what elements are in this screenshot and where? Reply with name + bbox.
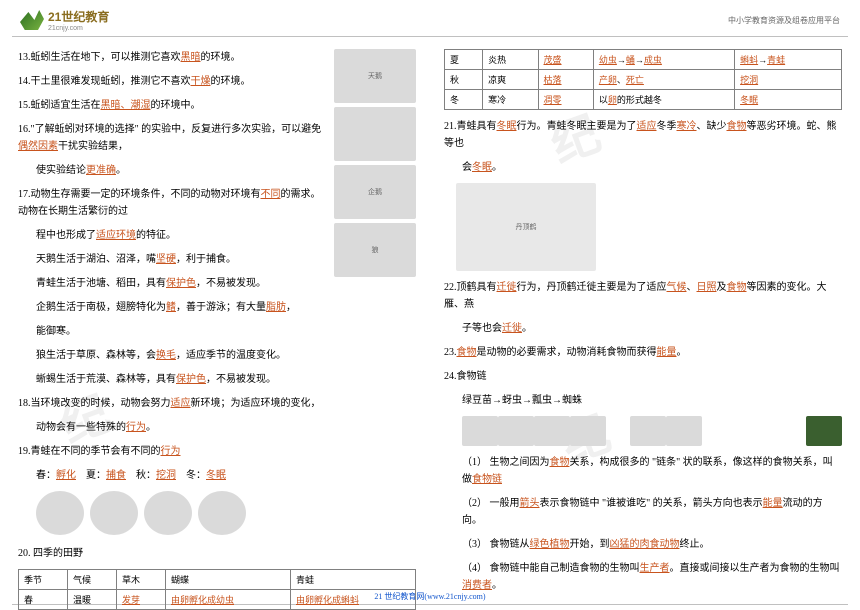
table-cell: 由卵孵化成幼虫 (166, 590, 291, 610)
animal-image-2: 企鹅 (334, 165, 416, 219)
text-line: 会冬眠。 (444, 159, 842, 176)
table-cell: 茂盛 (538, 50, 593, 70)
table-cell: 冬 (445, 90, 483, 110)
animal-image-0: 天鹅 (334, 49, 416, 103)
right-column: 夏炎热茂盛幼虫→蛹→成虫蝌蚪→青蛙秋凉爽枯落产卵、死亡挖洞冬寒冷凋零以卵的形式越… (430, 49, 842, 610)
chain-aphid-image (498, 416, 534, 446)
content-columns: 天鹅企鹅狼13.蚯蚓生活在地下，可以推测它喜欢黑暗的环境。14.干土里很难发现蚯… (0, 37, 860, 610)
frog-summer-image (90, 491, 138, 535)
table-row: 秋凉爽枯落产卵、死亡挖洞 (445, 70, 842, 90)
table-cell: 蝌蚪→青蛙 (735, 50, 842, 70)
text-line: 23.食物是动物的必要需求，动物消耗食物而获得能量。 (444, 344, 842, 361)
logo-url: 21cnjy.com (48, 25, 109, 32)
seasons-table-left: 季节气候草木蝴蝶青蛙 春温暖发芽由卵孵化成幼虫由卵孵化成蝌蚪 (18, 569, 416, 610)
logo-text: 21世纪教育 (48, 8, 109, 25)
table-cell: 夏 (445, 50, 483, 70)
frog-images-row (36, 491, 416, 535)
table-cell: 以卵的形式越冬 (593, 90, 734, 110)
food-chain-text: 绿豆苗→蚜虫→瓢虫→蜘蛛 (444, 392, 842, 409)
left-column: 天鹅企鹅狼13.蚯蚓生活在地下，可以推测它喜欢黑暗的环境。14.干土里很难发现蚯… (18, 49, 430, 610)
text-line: 动物会有一些特殊的行为。 (18, 419, 416, 436)
table-cell: 挖洞 (735, 70, 842, 90)
animal-image-1 (334, 107, 416, 161)
table-cell: 产卵、死亡 (593, 70, 734, 90)
table-row: 春温暖发芽由卵孵化成幼虫由卵孵化成蝌蚪 (19, 590, 416, 610)
text-line: 19.青蛙在不同的季节会有不同的行为 (18, 443, 416, 460)
item-20-label: 20. 四季的田野 (18, 545, 416, 562)
sub-line: （4） 食物链中能自己制造食物的生物叫生产者。直接或间接以生产者为食物的生物叫消… (444, 560, 842, 594)
chain-snail-image (630, 416, 666, 446)
text-line: 24.食物链 (444, 368, 842, 385)
table-header-cell: 季节 (19, 570, 68, 590)
table-cell: 凋零 (538, 90, 593, 110)
table-cell: 发芽 (117, 590, 166, 610)
table-cell: 幼虫→蛹→成虫 (593, 50, 734, 70)
frog-autumn-image (144, 491, 192, 535)
page-header: 21世纪教育 21cnjy.com 中小学教育资源及组卷应用平台 (0, 0, 860, 36)
text-line: 企鹅生活于南极，翅膀特化为鳍，善于游泳；有大量脂肪， (18, 299, 416, 316)
food-chain-images (462, 416, 842, 446)
table-cell: 寒冷 (483, 90, 538, 110)
animal-images: 天鹅企鹅狼 (334, 49, 416, 281)
text-line: 21.青蛙具有冬眠行为。青蛙冬眠主要是为了适应冬季寒冷、缺少食物等恶劣环境。蛇、… (444, 118, 842, 152)
table-header-cell: 蝴蝶 (166, 570, 291, 590)
seasons-table-right: 夏炎热茂盛幼虫→蛹→成虫蝌蚪→青蛙秋凉爽枯落产卵、死亡挖洞冬寒冷凋零以卵的形式越… (444, 49, 842, 110)
table-header-cell: 青蛙 (290, 570, 415, 590)
logo-icon (20, 10, 44, 30)
animal-image-3: 狼 (334, 223, 416, 277)
text-line: 子等也会迁徙。 (444, 320, 842, 337)
text-line: 蜥蜴生活于荒漠、森林等，具有保护色，不易被发现。 (18, 371, 416, 388)
chain-bird-image (666, 416, 702, 446)
text-line: 狼生活于草原、森林等，会换毛，适应季节的温度变化。 (18, 347, 416, 364)
bean-field-image (806, 416, 842, 446)
crane-image: 丹顶鹤 (456, 183, 596, 271)
sub-line: （3） 食物链从绿色植物开始，到凶猛的肉食动物终止。 (444, 536, 842, 553)
sub-line: （1） 生物之间因为食物关系，构成很多的 "链条" 状的联系，像这样的食物关系，… (444, 454, 842, 488)
text-line: 春：孵化 夏：捕食 秋：挖洞 冬：冬眠 (18, 467, 416, 484)
chain-spider-image (570, 416, 606, 446)
frog-winter-image (198, 491, 246, 535)
text-line: 18.当环境改变的时候，动物会努力适应新环境；为适应环境的变化， (18, 395, 416, 412)
table-cell: 冬眠 (735, 90, 842, 110)
chain-ladybug-image (534, 416, 570, 446)
table-cell: 温暖 (68, 590, 117, 610)
table-row: 夏炎热茂盛幼虫→蛹→成虫蝌蚪→青蛙 (445, 50, 842, 70)
table-row: 冬寒冷凋零以卵的形式越冬冬眠 (445, 90, 842, 110)
table-cell: 春 (19, 590, 68, 610)
frog-spring-image (36, 491, 84, 535)
logo: 21世纪教育 21cnjy.com (20, 8, 109, 32)
table-cell: 秋 (445, 70, 483, 90)
text-line: 22.顶鹤具有迁徙行为，丹顶鹤迁徙主要是为了适应气候、日照及食物等因素的变化。大… (444, 279, 842, 313)
table-cell: 由卵孵化成蝌蚪 (290, 590, 415, 610)
text-line: 能御寒。 (18, 323, 416, 340)
table-header-cell: 气候 (68, 570, 117, 590)
table-header-cell: 草木 (117, 570, 166, 590)
chain-plant-image (462, 416, 498, 446)
table-cell: 凉爽 (483, 70, 538, 90)
table-cell: 炎热 (483, 50, 538, 70)
header-subtitle: 中小学教育资源及组卷应用平台 (728, 15, 840, 26)
table-cell: 枯落 (538, 70, 593, 90)
sub-line: （2） 一般用箭头表示食物链中 "谁被谁吃" 的关系，箭头方向也表示能量流动的方… (444, 495, 842, 529)
